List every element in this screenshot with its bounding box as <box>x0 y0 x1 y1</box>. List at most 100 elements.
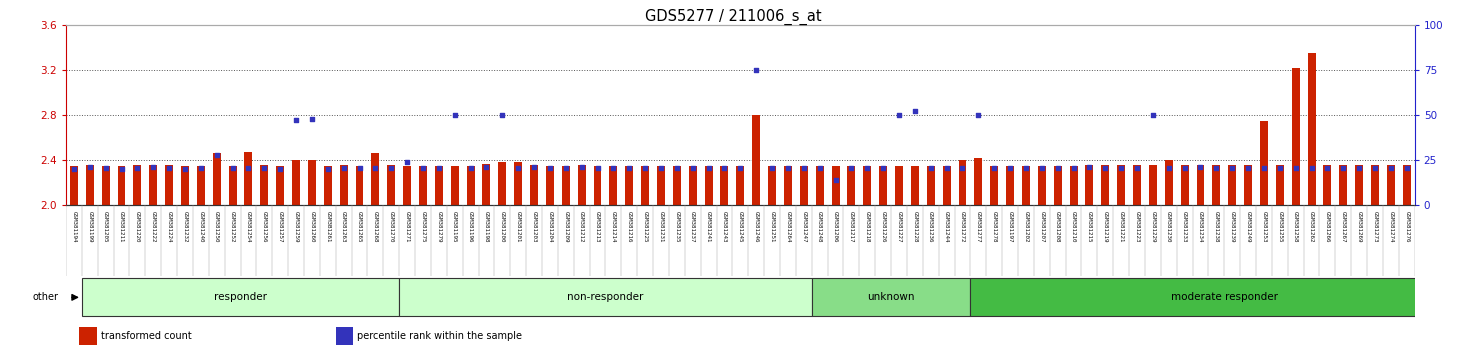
Bar <box>166 165 173 205</box>
Text: GSM381223: GSM381223 <box>1135 211 1139 242</box>
Text: GSM381214: GSM381214 <box>611 211 616 242</box>
Bar <box>1149 165 1157 205</box>
Bar <box>1133 165 1141 205</box>
Bar <box>1324 165 1331 205</box>
Bar <box>1165 160 1173 205</box>
Text: GSM381236: GSM381236 <box>928 211 934 242</box>
Text: GSM381204: GSM381204 <box>547 211 553 242</box>
Bar <box>1196 165 1205 205</box>
Bar <box>180 166 189 205</box>
Text: GSM381220: GSM381220 <box>135 211 139 242</box>
Bar <box>340 165 347 205</box>
Bar <box>403 166 410 205</box>
Point <box>1205 165 1229 171</box>
Text: GSM381277: GSM381277 <box>976 211 981 242</box>
Text: GSM381207: GSM381207 <box>1039 211 1044 242</box>
Point <box>666 165 689 171</box>
Point <box>189 165 213 171</box>
Point <box>1331 165 1355 171</box>
Point <box>522 165 545 170</box>
Text: GSM381265: GSM381265 <box>358 211 362 242</box>
Text: GSM381274: GSM381274 <box>1388 211 1393 242</box>
Point <box>1157 165 1180 171</box>
Bar <box>1308 53 1315 205</box>
Point <box>808 165 831 171</box>
Point <box>331 165 355 171</box>
Bar <box>847 166 855 205</box>
Point <box>745 67 768 73</box>
Point <box>94 165 117 171</box>
Text: GSM381215: GSM381215 <box>1086 211 1092 242</box>
Text: GSM381240: GSM381240 <box>198 211 204 242</box>
Text: GSM381256: GSM381256 <box>262 211 267 242</box>
Point <box>126 165 150 171</box>
Point <box>570 165 594 170</box>
Point <box>443 112 466 118</box>
Point <box>586 165 610 171</box>
Text: GSM381238: GSM381238 <box>1214 211 1218 242</box>
Text: GSM381233: GSM381233 <box>1182 211 1187 242</box>
Point <box>649 165 673 171</box>
Bar <box>1070 166 1078 205</box>
Text: GSM381235: GSM381235 <box>674 211 679 242</box>
Bar <box>943 166 950 205</box>
Text: GSM381254: GSM381254 <box>246 211 251 242</box>
Text: non-responder: non-responder <box>567 291 644 302</box>
Bar <box>959 160 966 205</box>
Bar <box>1212 165 1220 205</box>
Text: other: other <box>32 292 59 302</box>
Bar <box>276 166 284 205</box>
Bar <box>1355 165 1363 205</box>
Point <box>919 165 943 171</box>
Text: GSM381258: GSM381258 <box>1293 211 1299 242</box>
Point <box>284 118 308 123</box>
Text: GSM381237: GSM381237 <box>690 211 695 242</box>
Text: GSM381200: GSM381200 <box>500 211 504 242</box>
Bar <box>657 166 666 205</box>
Point <box>966 112 990 118</box>
Bar <box>79 327 97 345</box>
Bar <box>910 166 919 205</box>
Text: GSM381230: GSM381230 <box>1167 211 1171 242</box>
Bar <box>689 166 696 205</box>
Point <box>887 112 910 118</box>
Point <box>62 166 85 172</box>
Text: GSM381244: GSM381244 <box>944 211 949 242</box>
Bar <box>673 166 680 205</box>
Bar <box>515 162 522 205</box>
Point <box>380 165 403 171</box>
Point <box>696 165 720 171</box>
Point <box>951 165 975 171</box>
Text: GSM381268: GSM381268 <box>372 211 378 242</box>
Text: GSM381206: GSM381206 <box>833 211 839 242</box>
Text: GSM381232: GSM381232 <box>182 211 188 242</box>
Bar <box>482 164 491 205</box>
Bar <box>292 160 301 205</box>
Text: GSM381198: GSM381198 <box>484 211 490 242</box>
Text: GSM381262: GSM381262 <box>1309 211 1314 242</box>
Point <box>1094 165 1117 171</box>
Point <box>538 165 561 171</box>
Text: GSM381253: GSM381253 <box>1261 211 1267 242</box>
Text: GSM381229: GSM381229 <box>1151 211 1155 242</box>
Text: GSM381273: GSM381273 <box>1372 211 1378 242</box>
Point <box>1347 165 1371 171</box>
Bar <box>736 166 745 205</box>
Point <box>1126 165 1149 171</box>
Point <box>1189 165 1212 170</box>
Bar <box>752 115 761 205</box>
Bar <box>896 166 903 205</box>
Bar <box>213 153 221 205</box>
Text: GDS5277 / 211006_s_at: GDS5277 / 211006_s_at <box>645 9 821 25</box>
Text: GSM381234: GSM381234 <box>1198 211 1204 242</box>
Point <box>1173 165 1196 171</box>
Text: GSM381251: GSM381251 <box>770 211 774 242</box>
Bar <box>1006 166 1014 205</box>
Text: GSM381231: GSM381231 <box>658 211 664 242</box>
Text: GSM381241: GSM381241 <box>707 211 711 242</box>
Bar <box>815 166 824 205</box>
Text: GSM381205: GSM381205 <box>103 211 108 242</box>
Bar <box>435 166 443 205</box>
Bar <box>196 166 205 205</box>
Text: GSM381199: GSM381199 <box>88 211 92 242</box>
